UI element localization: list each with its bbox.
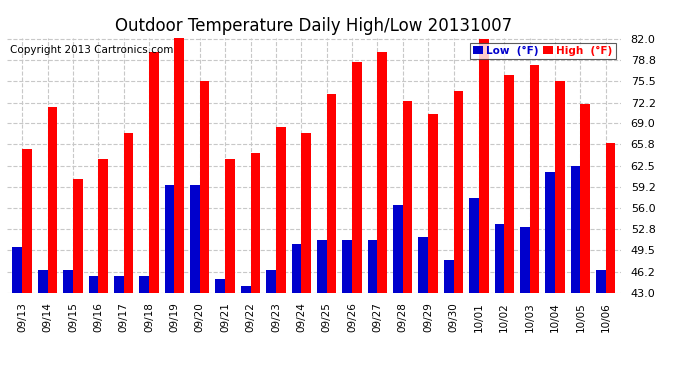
Bar	[555, 81, 564, 292]
Legend: Low  (°F), High  (°F): Low (°F), High (°F)	[469, 43, 615, 59]
Bar	[326, 94, 336, 292]
Bar	[215, 279, 225, 292]
Bar	[444, 260, 453, 292]
Bar	[530, 65, 540, 292]
Bar	[469, 198, 479, 292]
Bar	[12, 247, 22, 292]
Bar	[504, 75, 514, 292]
Bar	[149, 52, 159, 292]
Bar	[266, 270, 276, 292]
Bar	[190, 185, 200, 292]
Bar	[393, 205, 403, 292]
Bar	[580, 104, 590, 292]
Bar	[571, 166, 580, 292]
Bar	[276, 127, 286, 292]
Bar	[175, 32, 184, 292]
Bar	[545, 172, 555, 292]
Title: Outdoor Temperature Daily High/Low 20131007: Outdoor Temperature Daily High/Low 20131…	[115, 16, 513, 34]
Bar	[428, 114, 437, 292]
Bar	[165, 185, 175, 292]
Bar	[241, 286, 250, 292]
Bar	[88, 276, 98, 292]
Bar	[114, 276, 124, 292]
Bar	[38, 270, 48, 292]
Bar	[225, 159, 235, 292]
Bar	[302, 133, 311, 292]
Bar	[139, 276, 149, 292]
Bar	[377, 52, 387, 292]
Bar	[403, 100, 413, 292]
Bar	[292, 244, 302, 292]
Bar	[317, 240, 326, 292]
Bar	[352, 62, 362, 292]
Bar	[419, 237, 428, 292]
Bar	[200, 81, 209, 292]
Bar	[63, 270, 73, 292]
Bar	[520, 228, 530, 292]
Bar	[368, 240, 377, 292]
Text: Copyright 2013 Cartronics.com: Copyright 2013 Cartronics.com	[10, 45, 173, 55]
Bar	[495, 224, 504, 292]
Bar	[124, 133, 133, 292]
Bar	[98, 159, 108, 292]
Bar	[479, 39, 489, 292]
Bar	[596, 270, 606, 292]
Bar	[606, 143, 615, 292]
Bar	[250, 153, 260, 292]
Bar	[73, 178, 83, 292]
Bar	[342, 240, 352, 292]
Bar	[48, 107, 57, 292]
Bar	[453, 91, 463, 292]
Bar	[22, 149, 32, 292]
